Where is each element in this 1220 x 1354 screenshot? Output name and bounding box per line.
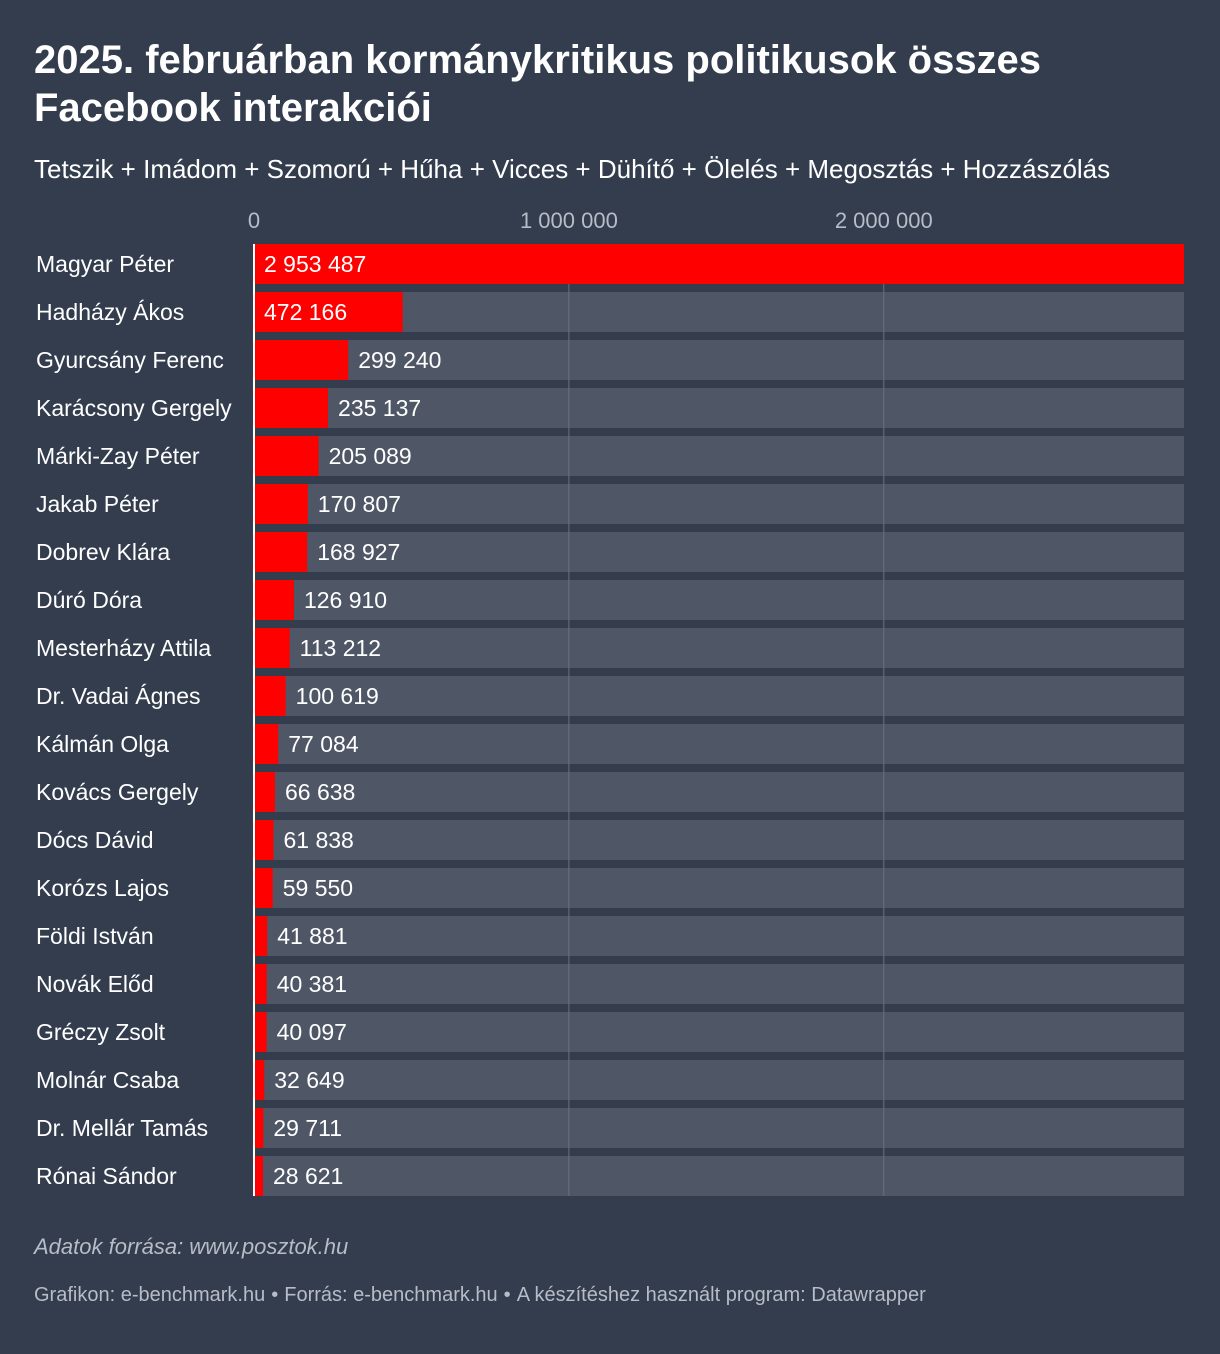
category-label: Földi István [36,923,154,949]
bar-track [254,1108,1184,1148]
value-label: 205 089 [329,443,412,469]
bar-track [254,484,1184,524]
bar [254,1156,264,1196]
bar [254,1060,265,1100]
value-label: 168 927 [317,539,400,565]
value-label: 113 212 [300,635,381,661]
credit-tool: A készítéshez használt program: Datawrap… [516,1284,926,1306]
category-label: Magyar Péter [36,251,174,277]
value-label: 28 621 [273,1163,343,1189]
bar [254,1012,267,1052]
value-label: 170 807 [318,491,401,517]
value-label: 235 137 [338,395,421,421]
bar-track [254,436,1184,476]
bar [254,868,273,908]
value-label: 40 381 [277,971,347,997]
bar [254,916,268,956]
value-label: 100 619 [296,683,379,709]
chart-title: 2025. februárban kormánykritikus politik… [34,38,1042,130]
category-label: Mesterházy Attila [36,635,211,661]
bar-track [254,1060,1184,1100]
bar [254,388,329,428]
value-label: 59 550 [283,875,353,901]
category-label: Novák Előd [36,971,154,997]
bar-track [254,724,1184,764]
category-label: Gréczy Zsolt [36,1019,166,1045]
data-source-note: Adatok forrása: www.posztok.hu [34,1234,349,1259]
value-label: 41 881 [277,923,347,949]
separator: • [503,1284,511,1306]
x-tick-label: 2 000 000 [835,208,933,233]
bar-track [254,916,1184,956]
category-label: Márki-Zay Péter [36,443,200,469]
bar-track [254,388,1184,428]
value-label: 299 240 [358,347,441,373]
credit-source: Forrás: e-benchmark.hu [284,1284,498,1306]
bar-track [254,580,1184,620]
bar [254,676,286,716]
bar-track [254,1012,1184,1052]
bar-track [254,628,1184,668]
category-label: Karácsony Gergely [36,395,232,421]
category-label: Kálmán Olga [36,731,169,757]
credit-graphic: Grafikon: e-benchmark.hu [34,1284,266,1306]
bar [254,484,308,524]
credits-line: Grafikon: e-benchmark.hu • Forrás: e-bench… [34,1284,926,1307]
value-label: 40 097 [277,1019,347,1045]
bar [254,244,1184,284]
category-label: Rónai Sándor [36,1163,177,1189]
bar-track [254,292,1184,332]
category-label: Dobrev Klára [36,539,170,565]
category-label: Jakab Péter [36,491,159,517]
value-label: 126 910 [304,587,387,613]
separator: • [271,1284,279,1306]
bar [254,628,290,668]
value-label: 66 638 [285,779,355,805]
bar-track [254,340,1184,380]
bar [254,436,319,476]
bar [254,772,275,812]
x-tick-label: 1 000 000 [520,208,618,233]
bar-track [254,772,1184,812]
bar [254,292,403,332]
value-label: 32 649 [274,1067,344,1093]
bar [254,724,279,764]
bar-track [254,964,1184,1004]
chart-subtitle: Tetszik + Imádom + Szomorú + Hűha + Vicc… [34,154,1111,184]
category-label: Dr. Vadai Ágnes [36,683,201,709]
category-label: Hadházy Ákos [36,299,184,325]
bar [254,532,308,572]
bar [254,820,274,860]
bar-track [254,532,1184,572]
value-label: 77 084 [288,731,359,757]
category-label: Kovács Gergely [36,779,199,805]
bar [254,580,294,620]
bar [254,340,349,380]
bar [254,964,267,1004]
category-label: Dr. Mellár Tamás [36,1115,208,1141]
category-label: Molnár Csaba [36,1067,179,1093]
value-label: 2 953 487 [264,251,366,277]
bar-track [254,1156,1184,1196]
category-label: Dócs Dávid [36,827,154,853]
value-label: 29 711 [273,1115,342,1141]
bar [254,1108,264,1148]
category-label: Dúró Dóra [36,587,142,613]
category-label: Korózs Lajos [36,875,169,901]
bar-track [254,820,1184,860]
bar-track [254,676,1184,716]
category-label: Gyurcsány Ferenc [36,347,224,373]
x-tick-label: 0 [248,208,260,233]
value-label: 61 838 [283,827,353,853]
bar-track [254,868,1184,908]
value-label: 472 166 [264,299,347,325]
